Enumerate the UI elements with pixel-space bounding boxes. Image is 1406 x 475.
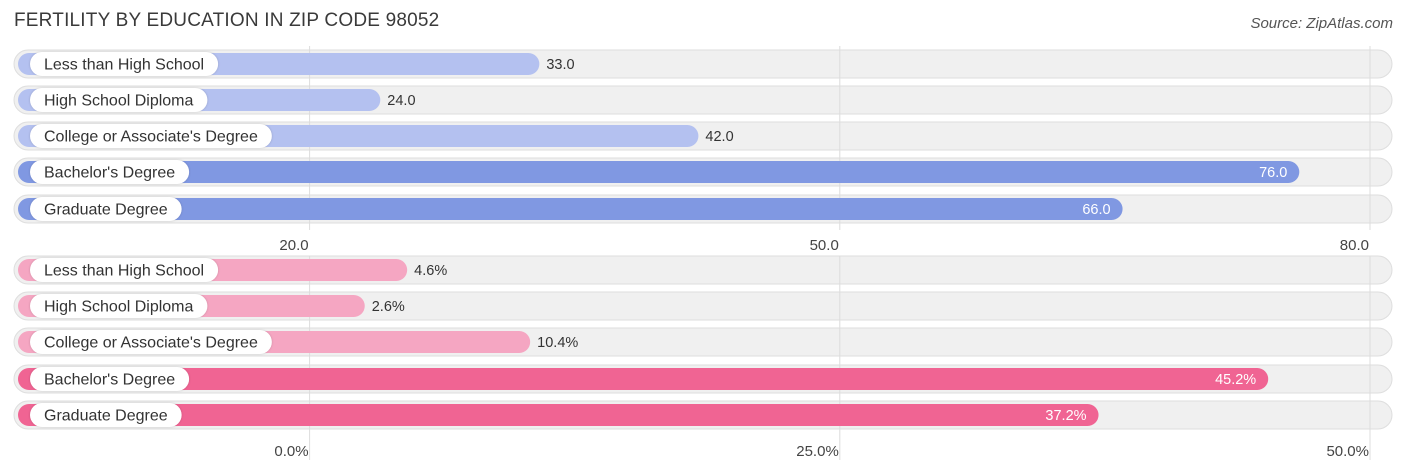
tick-label: 20.0 bbox=[279, 237, 308, 254]
bar bbox=[18, 198, 1123, 220]
category-label: College or Associate's Degree bbox=[44, 335, 258, 352]
value-label: 2.6% bbox=[372, 299, 405, 315]
chart-source: Source: ZipAtlas.com bbox=[1250, 15, 1393, 32]
category-label: High School Diploma bbox=[44, 299, 194, 316]
value-label: 33.0 bbox=[546, 57, 574, 73]
bar bbox=[18, 404, 1099, 426]
category-label: Bachelor's Degree bbox=[44, 165, 175, 182]
tick-label: 50.0 bbox=[810, 237, 839, 254]
category-label: Less than High School bbox=[44, 57, 204, 74]
category-label: College or Associate's Degree bbox=[44, 129, 258, 146]
value-label: 76.0 bbox=[1259, 165, 1287, 181]
value-label: 24.0 bbox=[387, 93, 415, 109]
value-label: 42.0 bbox=[705, 129, 733, 145]
bar bbox=[18, 161, 1300, 183]
category-pill bbox=[30, 367, 190, 391]
category-label: Bachelor's Degree bbox=[44, 372, 175, 389]
category-pill bbox=[30, 258, 219, 282]
category-pill bbox=[30, 403, 182, 427]
value-label: 37.2% bbox=[1045, 408, 1086, 424]
category-pill bbox=[30, 52, 219, 76]
category-label: Less than High School bbox=[44, 263, 204, 280]
category-pill bbox=[30, 330, 272, 354]
category-label: Graduate Degree bbox=[44, 408, 168, 425]
tick-label: 25.0% bbox=[796, 443, 839, 460]
tick-label: 80.0 bbox=[1340, 237, 1369, 254]
value-label: 66.0 bbox=[1082, 202, 1110, 218]
tick-label: 50.0% bbox=[1326, 443, 1369, 460]
category-pill bbox=[30, 197, 182, 221]
bar bbox=[18, 368, 1269, 390]
category-label: Graduate Degree bbox=[44, 202, 168, 219]
category-pill bbox=[30, 88, 208, 112]
value-label: 10.4% bbox=[537, 335, 578, 351]
category-pill bbox=[30, 124, 272, 148]
value-label: 4.6% bbox=[414, 263, 447, 279]
value-label: 45.2% bbox=[1215, 372, 1256, 388]
category-pill bbox=[30, 160, 190, 184]
tick-label: 0.0% bbox=[274, 443, 308, 460]
chart-title: FERTILITY BY EDUCATION IN ZIP CODE 98052 bbox=[14, 10, 440, 31]
category-pill bbox=[30, 294, 208, 318]
category-label: High School Diploma bbox=[44, 93, 194, 110]
